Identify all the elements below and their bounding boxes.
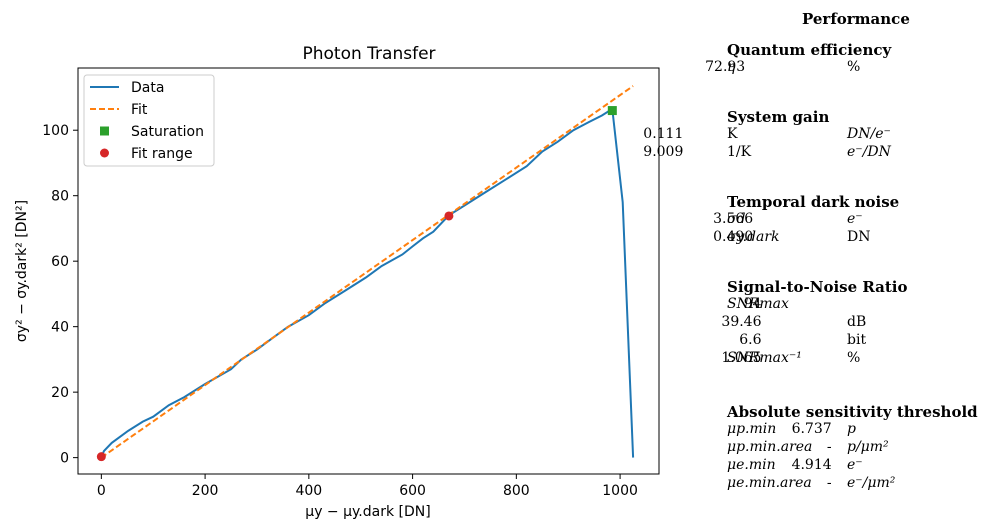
temporal-dark-noise-section: Temporal dark noise σd 3.566 e⁻ σy.dark … <box>713 193 900 247</box>
metric-value: - <box>826 439 832 455</box>
metric-label: σy.dark <box>727 229 780 245</box>
y-tick-label: 100 <box>42 123 69 139</box>
metric-row: SNRmax 94 <box>727 296 908 314</box>
x-tick-label: 0 <box>97 483 106 499</box>
series-markers <box>96 106 617 462</box>
y-axis-ticks: 0 20 40 60 80 100 <box>42 123 78 467</box>
saturation-marker <box>607 106 617 116</box>
performance-title: Performance <box>802 10 910 28</box>
x-axis-ticks: 0 200 400 600 800 1000 <box>97 474 638 499</box>
legend-saturation-swatch <box>100 126 109 136</box>
chart-title: Photon Transfer <box>302 44 435 64</box>
metric-row: σd 3.566 e⁻ <box>713 211 899 229</box>
section-title: Absolute sensitivity threshold <box>727 403 978 421</box>
metric-label: SNRmax <box>727 296 789 312</box>
legend-box <box>83 74 215 167</box>
data-line <box>100 107 635 458</box>
metric-value: 3.566 <box>713 211 754 227</box>
metric-row: μp.min 6.737 p <box>727 421 978 439</box>
metric-row: SNRmax⁻¹ 1.065 % <box>721 350 908 368</box>
metric-value: - <box>826 475 832 491</box>
snr-section: Signal-to-Noise Ratio SNRmax 94 39.46 dB… <box>721 278 908 368</box>
y-axis-label: σy² − σy.dark² [DN²] <box>14 200 30 342</box>
system-gain-section: System gain K 0.111 DN/e⁻ 1/K 9.009 e⁻/D… <box>643 108 891 162</box>
y-tick-label: 0 <box>60 451 69 467</box>
metric-label: η <box>727 59 736 75</box>
metric-unit: e⁻ <box>847 457 863 473</box>
metric-value: 72.93 <box>705 59 746 75</box>
metric-value: 6.6 <box>739 332 762 348</box>
y-tick-label: 80 <box>51 189 69 205</box>
x-axis-label: μy − μy.dark [DN] <box>305 504 430 520</box>
fit-range-marker <box>444 211 454 221</box>
metric-row: 39.46 dB <box>721 314 908 332</box>
section-title: System gain <box>727 108 830 126</box>
metric-unit: p/μm² <box>847 439 889 455</box>
x-tick-label: 1000 <box>602 483 638 499</box>
metric-row: 1/K 9.009 e⁻/DN <box>643 144 891 162</box>
metric-unit: % <box>847 59 861 75</box>
metric-value: 9.009 <box>643 144 684 160</box>
metric-row: η 72.93 % <box>705 59 891 77</box>
metric-value: 0.490 <box>713 229 754 245</box>
metric-value: 1.065 <box>721 350 762 366</box>
y-tick-label: 60 <box>51 254 69 270</box>
legend-label: Data <box>131 80 164 96</box>
metric-row: K 0.111 DN/e⁻ <box>643 126 891 144</box>
fit-range-marker <box>96 452 106 462</box>
metric-row: μe.min 4.914 e⁻ <box>727 457 978 475</box>
metric-label: 1/K <box>727 144 752 160</box>
metric-label: μe.min.area <box>727 475 812 491</box>
metric-label: μp.min.area <box>727 439 813 455</box>
section-title: Signal-to-Noise Ratio <box>727 278 908 296</box>
metric-unit: bit <box>847 332 867 348</box>
legend: Data Fit Saturation Fit range <box>83 74 215 167</box>
metric-unit: DN <box>847 229 871 245</box>
section-title: Temporal dark noise <box>727 193 900 211</box>
metric-row: μp.min.area - p/μm² <box>727 439 978 457</box>
metric-value: 94 <box>743 296 762 312</box>
metric-label: μp.min <box>727 421 777 437</box>
metric-row: σy.dark 0.490 DN <box>713 229 899 247</box>
series-lines <box>100 85 635 459</box>
metric-label: μe.min <box>727 457 776 473</box>
quantum-efficiency-section: Quantum efficiency η 72.93 % <box>705 41 892 77</box>
x-tick-label: 400 <box>295 483 322 499</box>
metric-row: μe.min.area - e⁻/μm² <box>727 475 978 493</box>
x-tick-label: 800 <box>503 483 530 499</box>
y-tick-label: 20 <box>51 385 69 401</box>
metric-value: 4.914 <box>791 457 832 473</box>
legend-label: Fit <box>131 102 148 118</box>
metric-unit: p <box>847 421 856 437</box>
legend-fit-range-swatch <box>100 148 109 158</box>
metric-value: 39.46 <box>721 314 762 330</box>
metric-label: K <box>727 126 738 142</box>
metric-label: σd <box>727 211 746 227</box>
fit-line <box>100 85 634 459</box>
y-tick-label: 40 <box>51 320 69 336</box>
absolute-sensitivity-section: Absolute sensitivity threshold μp.min 6.… <box>727 403 978 493</box>
legend-label: Fit range <box>131 146 193 162</box>
metric-label: SNRmax⁻¹ <box>727 350 802 366</box>
x-tick-label: 200 <box>192 483 219 499</box>
metric-unit: dB <box>847 314 867 330</box>
metric-unit: DN/e⁻ <box>847 126 891 142</box>
metric-unit: e⁻/μm² <box>847 475 896 491</box>
legend-label: Saturation <box>131 124 204 140</box>
metric-value: 0.111 <box>643 126 684 142</box>
metric-unit: % <box>847 350 861 366</box>
metric-unit: e⁻/DN <box>847 144 891 160</box>
section-title: Quantum efficiency <box>727 41 892 59</box>
metric-unit: e⁻ <box>847 211 863 227</box>
metric-value: 6.737 <box>791 421 832 437</box>
x-tick-label: 600 <box>399 483 426 499</box>
metric-row: 6.6 bit <box>727 332 908 350</box>
photon-transfer-chart: Photon Transfer 0 200 400 600 800 1000 0 20 40 6… <box>14 44 660 520</box>
